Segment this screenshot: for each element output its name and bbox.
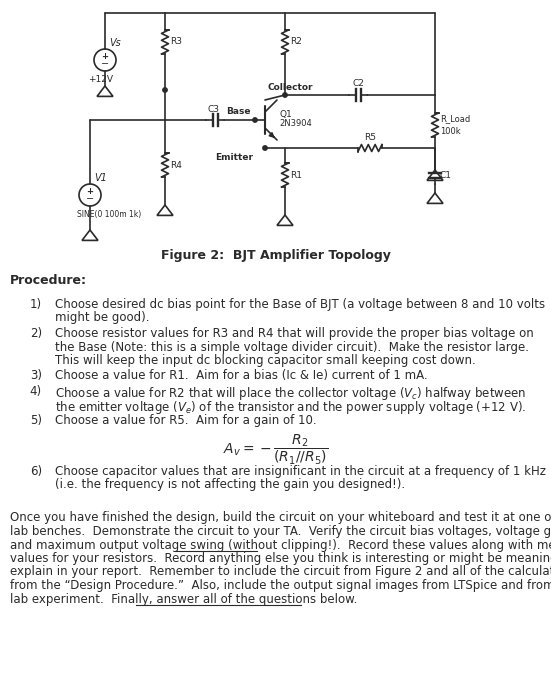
Text: Vs: Vs — [109, 38, 121, 48]
Text: (i.e. the frequency is not affecting the gain you designed!).: (i.e. the frequency is not affecting the… — [55, 478, 405, 491]
Text: Q1: Q1 — [279, 111, 291, 120]
Text: +: + — [87, 187, 94, 196]
Text: This will keep the input dc blocking capacitor small keeping cost down.: This will keep the input dc blocking cap… — [55, 354, 476, 367]
Text: Procedure:: Procedure: — [10, 274, 87, 287]
Text: Once you have finished the design, build the circuit on your whiteboard and test: Once you have finished the design, build… — [10, 512, 551, 524]
Text: R4: R4 — [170, 160, 182, 169]
Text: 5): 5) — [30, 414, 42, 427]
Text: values for your resistors.  Record anything else you think is interesting or mig: values for your resistors. Record anythi… — [10, 552, 551, 565]
Text: the Base (Note: this is a simple voltage divider circuit).  Make the resistor la: the Base (Note: this is a simple voltage… — [55, 340, 529, 354]
Text: Emitter: Emitter — [215, 153, 253, 162]
Text: Choose capacitor values that are insignificant in the circuit at a frequency of : Choose capacitor values that are insigni… — [55, 465, 546, 477]
Text: SINE(0 100m 1k): SINE(0 100m 1k) — [77, 211, 141, 220]
Circle shape — [253, 118, 257, 122]
Text: 2): 2) — [30, 327, 42, 340]
Text: 2N3904: 2N3904 — [279, 120, 312, 129]
Text: C2: C2 — [352, 80, 364, 88]
Text: V1: V1 — [94, 173, 107, 183]
Text: 3): 3) — [30, 370, 42, 382]
Text: 100k: 100k — [440, 127, 461, 136]
Text: Choose desired dc bias point for the Base of BJT (a voltage between 8 and 10 vol: Choose desired dc bias point for the Bas… — [55, 298, 545, 311]
Text: Choose a value for R1.  Aim for a bias (Ic & Ie) current of 1 mA.: Choose a value for R1. Aim for a bias (I… — [55, 370, 428, 382]
Text: R1: R1 — [290, 171, 302, 179]
Text: and maximum output voltage swing (without clipping!).  Record these values along: and maximum output voltage swing (withou… — [10, 538, 551, 552]
Text: Choose a value for R5.  Aim for a gain of 10.: Choose a value for R5. Aim for a gain of… — [55, 414, 317, 427]
Text: 4): 4) — [30, 385, 42, 398]
Text: Choose resistor values for R3 and R4 that will provide the proper bias voltage o: Choose resistor values for R3 and R4 tha… — [55, 327, 534, 340]
Text: Figure 2:  BJT Amplifier Topology: Figure 2: BJT Amplifier Topology — [160, 248, 391, 262]
Text: C3: C3 — [207, 104, 219, 113]
Circle shape — [283, 93, 287, 97]
Text: Base: Base — [226, 106, 251, 116]
Text: R5: R5 — [364, 132, 376, 141]
Text: −: − — [86, 194, 94, 204]
Text: −: − — [101, 59, 109, 69]
Text: +: + — [101, 52, 109, 61]
Text: Collector: Collector — [268, 83, 314, 92]
Text: lab benches.  Demonstrate the circuit to your TA.  Verify the circuit bias volta: lab benches. Demonstrate the circuit to … — [10, 525, 551, 538]
Text: R_Load: R_Load — [440, 115, 470, 123]
Text: R3: R3 — [170, 38, 182, 46]
Text: R2: R2 — [290, 38, 302, 46]
Text: +12V: +12V — [89, 76, 114, 85]
Text: Choose a value for R2 that will place the collector voltage ($V_c$) halfway betw: Choose a value for R2 that will place th… — [55, 385, 526, 402]
Text: might be good).: might be good). — [55, 312, 149, 325]
Circle shape — [163, 88, 167, 92]
Text: lab experiment.  Finally, answer all of the questions below.: lab experiment. Finally, answer all of t… — [10, 592, 358, 606]
Circle shape — [263, 146, 267, 150]
Text: 6): 6) — [30, 465, 42, 477]
Text: C1: C1 — [440, 171, 452, 179]
Text: explain in your report.  Remember to include the circuit from Figure 2 and all o: explain in your report. Remember to incl… — [10, 566, 551, 578]
Text: from the “Design Procedure.”  Also, include the output signal images from LTSpic: from the “Design Procedure.” Also, inclu… — [10, 579, 551, 592]
Text: 1): 1) — [30, 298, 42, 311]
Text: $A_v = -\dfrac{R_2}{(R_1//R_5)}$: $A_v = -\dfrac{R_2}{(R_1//R_5)}$ — [223, 433, 328, 467]
Text: the emitter voltage ($V_e$) of the transistor and the power supply voltage (+12 : the emitter voltage ($V_e$) of the trans… — [55, 398, 526, 416]
